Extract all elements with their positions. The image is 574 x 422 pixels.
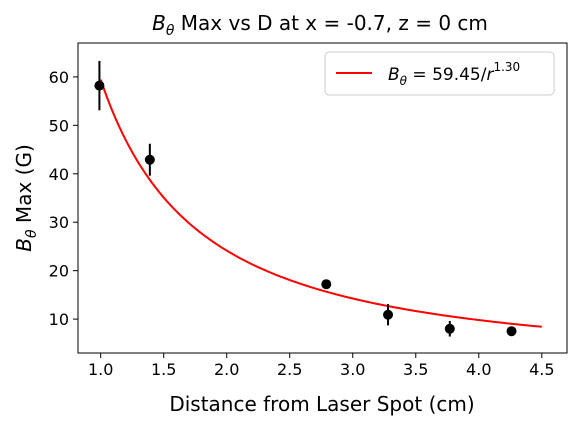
y-tick-label: 60 xyxy=(49,68,69,87)
x-tick-label: 2.0 xyxy=(214,360,239,379)
data-point xyxy=(94,80,105,91)
legend: Bθ = 59.45/r1.30 xyxy=(324,51,555,96)
legend-r: r xyxy=(486,65,494,85)
y-tick-label: 40 xyxy=(49,165,69,184)
x-tick-label: 3.0 xyxy=(340,360,365,379)
title-rest: Max vs D at x = -0.7, z = 0 cm xyxy=(174,11,487,35)
data-point xyxy=(321,279,332,290)
data-points xyxy=(94,60,517,337)
y-tick-label: 30 xyxy=(49,213,69,232)
data-point xyxy=(144,154,155,165)
x-tick-label: 1.0 xyxy=(88,360,113,379)
data-point xyxy=(506,326,517,337)
x-tick-label: 1.5 xyxy=(151,360,176,379)
legend-fit-label: Bθ = 59.45/r1.30 xyxy=(388,60,520,88)
y-label-subscript: θ xyxy=(24,229,40,238)
x-axis: 1.0 1.5 2.0 2.5 3.0 3.5 4.0 4.5 xyxy=(88,353,555,379)
y-label-symbol: B xyxy=(12,238,36,252)
x-tick-label: 4.0 xyxy=(466,360,491,379)
data-point xyxy=(383,309,394,320)
x-axis-label: Distance from Laser Spot (cm) xyxy=(169,392,474,416)
y-tick-label: 50 xyxy=(49,116,69,135)
legend-subscript: θ xyxy=(400,74,408,88)
legend-box xyxy=(324,51,555,96)
x-tick-label: 2.5 xyxy=(277,360,302,379)
y-axis: 10 20 30 40 50 60 xyxy=(49,68,78,329)
legend-rhs: = 59.45/ xyxy=(407,65,487,85)
fit-curve xyxy=(99,79,542,328)
chart-title: Bθ Max vs D at x = -0.7, z = 0 cm xyxy=(152,11,488,39)
y-axis-label: Bθ Max (G) xyxy=(12,144,40,251)
legend-exponent: 1.30 xyxy=(493,60,520,74)
x-tick-label: 3.5 xyxy=(403,360,428,379)
y-label-rest: Max (G) xyxy=(12,144,36,229)
plot-area xyxy=(77,42,568,354)
y-tick-label: 10 xyxy=(49,310,69,329)
legend-symbol: B xyxy=(388,65,400,85)
title-symbol: B xyxy=(152,11,166,35)
x-tick-label: 4.5 xyxy=(529,360,554,379)
y-tick-label: 20 xyxy=(49,262,69,281)
data-point xyxy=(444,323,455,334)
title-subscript: θ xyxy=(166,23,175,39)
